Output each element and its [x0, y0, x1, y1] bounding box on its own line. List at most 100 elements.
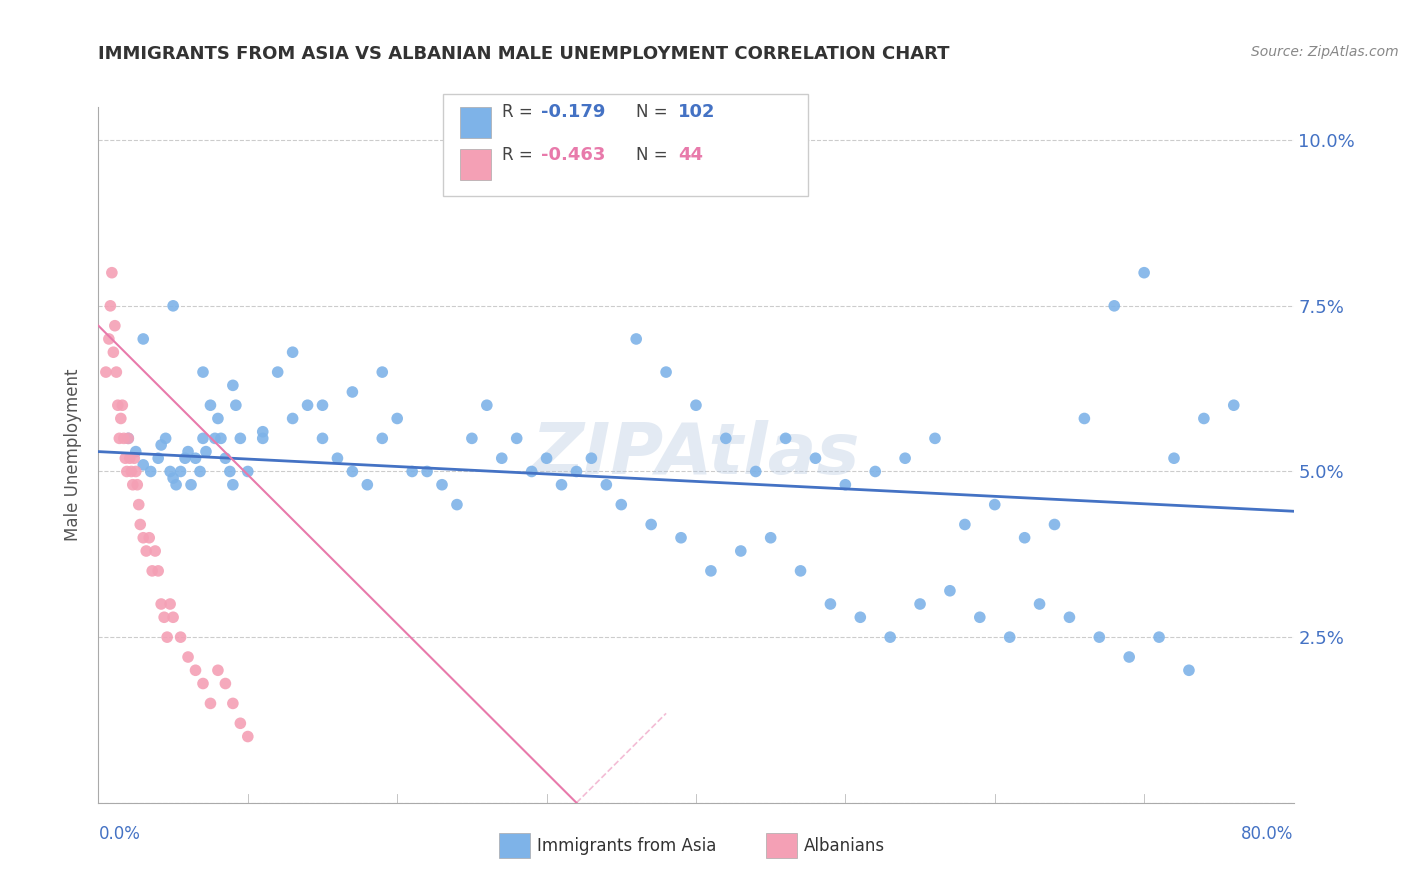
Point	[894, 451, 917, 466]
Point	[128, 498, 150, 512]
Point	[759, 531, 782, 545]
Point	[139, 465, 162, 479]
Point	[162, 299, 184, 313]
Point	[112, 431, 135, 445]
Point	[114, 451, 136, 466]
Point	[939, 583, 962, 598]
Point	[209, 431, 232, 445]
Point	[1028, 597, 1050, 611]
Point	[865, 465, 887, 479]
Point	[1133, 266, 1156, 280]
Point	[311, 431, 333, 445]
Point	[104, 318, 127, 333]
Point	[150, 597, 173, 611]
Text: 0.0%: 0.0%	[98, 825, 141, 843]
Point	[111, 398, 134, 412]
Point	[281, 411, 304, 425]
Point	[446, 498, 468, 512]
Point	[105, 365, 128, 379]
Text: -0.179: -0.179	[541, 103, 606, 121]
Point	[908, 597, 931, 611]
Y-axis label: Male Unemployment: Male Unemployment	[65, 368, 83, 541]
Point	[311, 398, 333, 412]
Point	[252, 425, 274, 439]
Point	[371, 365, 394, 379]
Point	[775, 431, 797, 445]
Point	[98, 299, 122, 313]
Point	[200, 697, 222, 711]
Point	[506, 431, 529, 445]
Point	[1104, 299, 1126, 313]
Point	[281, 345, 304, 359]
Point	[700, 564, 723, 578]
Point	[107, 398, 129, 412]
Point	[184, 451, 207, 466]
Point	[222, 378, 245, 392]
Point	[200, 398, 222, 412]
Point	[153, 610, 176, 624]
Point	[155, 431, 177, 445]
Point	[191, 365, 214, 379]
Point	[998, 630, 1021, 644]
Point	[214, 451, 236, 466]
Point	[129, 517, 152, 532]
Point	[165, 477, 187, 491]
Point	[669, 531, 692, 545]
Point	[610, 498, 633, 512]
Point	[169, 630, 191, 644]
Point	[1014, 531, 1036, 545]
Point	[159, 465, 181, 479]
Point	[191, 676, 214, 690]
Point	[595, 477, 617, 491]
Point	[1163, 451, 1185, 466]
Text: N =: N =	[636, 103, 672, 121]
Point	[204, 431, 226, 445]
Point	[148, 564, 170, 578]
Point	[101, 266, 124, 280]
Point	[148, 451, 170, 466]
Point	[117, 431, 139, 445]
Point	[745, 465, 768, 479]
Text: ZIPAtlas: ZIPAtlas	[531, 420, 860, 490]
Text: IMMIGRANTS FROM ASIA VS ALBANIAN MALE UNEMPLOYMENT CORRELATION CHART: IMMIGRANTS FROM ASIA VS ALBANIAN MALE UN…	[98, 45, 950, 62]
Point	[115, 465, 138, 479]
Point	[834, 477, 856, 491]
Point	[342, 384, 364, 399]
Point	[789, 564, 811, 578]
Point	[159, 597, 181, 611]
Point	[849, 610, 872, 624]
Point	[156, 630, 179, 644]
Point	[103, 345, 125, 359]
Point	[174, 451, 197, 466]
Point	[730, 544, 752, 558]
Point	[117, 431, 139, 445]
Point	[879, 630, 901, 644]
Point	[180, 477, 202, 491]
Point	[118, 451, 141, 466]
Point	[655, 365, 678, 379]
Point	[1043, 517, 1066, 532]
Point	[184, 663, 207, 677]
Point	[222, 477, 245, 491]
Text: Source: ZipAtlas.com: Source: ZipAtlas.com	[1251, 45, 1399, 59]
Point	[371, 431, 394, 445]
Point	[461, 431, 484, 445]
Point	[565, 465, 588, 479]
Point	[124, 451, 146, 466]
Point	[121, 477, 143, 491]
Point	[1178, 663, 1201, 677]
Point	[416, 465, 439, 479]
Point	[1059, 610, 1081, 624]
Point	[581, 451, 603, 466]
Point	[356, 477, 378, 491]
Point	[626, 332, 648, 346]
Point	[177, 444, 200, 458]
Point	[953, 517, 976, 532]
Point	[141, 564, 163, 578]
Point	[108, 431, 131, 445]
Point	[1223, 398, 1246, 412]
Point	[475, 398, 498, 412]
Point	[120, 465, 142, 479]
Point	[520, 465, 543, 479]
Point	[225, 398, 247, 412]
